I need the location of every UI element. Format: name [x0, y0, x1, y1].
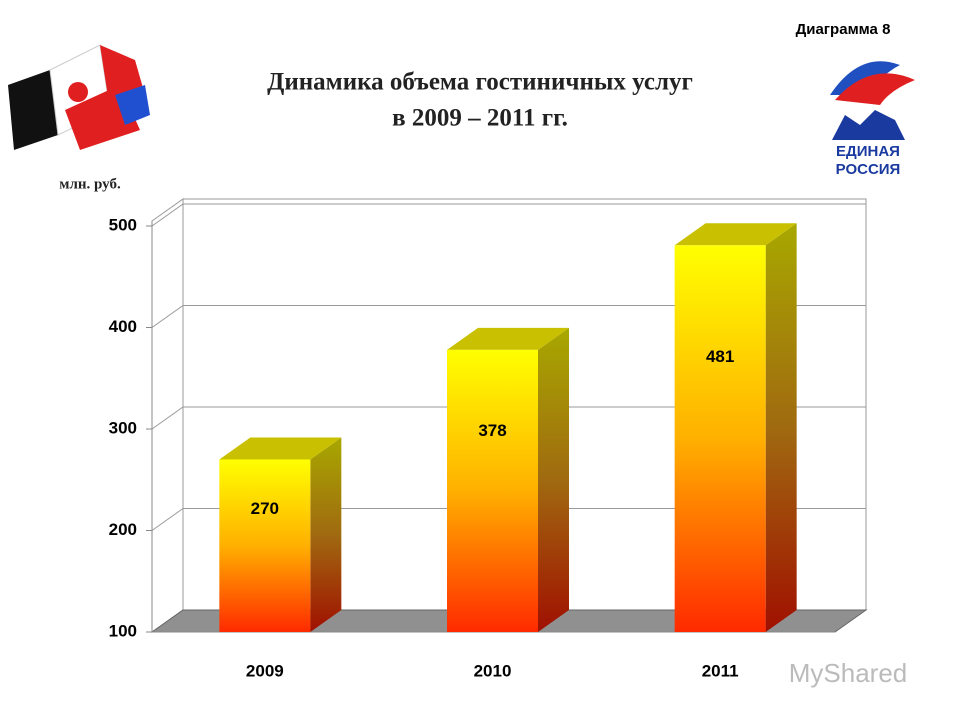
flag-logo	[8, 44, 150, 150]
y-tick-label: 400	[109, 317, 137, 336]
value-label: 378	[478, 421, 506, 440]
tag: Диаграмма 8	[796, 21, 891, 38]
side-wall	[151, 198, 184, 633]
value-label: 481	[706, 347, 734, 366]
bar-top	[219, 437, 342, 460]
y-tick-label: 300	[109, 418, 137, 437]
value-label: 270	[251, 499, 279, 518]
bar	[447, 349, 538, 632]
party-logo: ЕДИНАЯ РОССИЯ	[830, 61, 915, 178]
logo-text: РОССИЯ	[836, 161, 901, 178]
bar-top	[674, 223, 797, 246]
chart-title: Динамика объема гостиничных услуг	[267, 69, 693, 96]
grid-line	[151, 508, 866, 531]
bar-top	[447, 327, 569, 350]
grid-line	[151, 203, 866, 227]
bar-side	[538, 327, 569, 632]
logo-text: ЕДИНАЯ	[836, 143, 900, 160]
bar	[674, 245, 766, 632]
watermark: MyShared	[789, 658, 908, 688]
x-tick-label: 2009	[246, 661, 284, 680]
chart-title: в 2009 – 2011 гг.	[392, 105, 568, 132]
grid-line	[151, 406, 866, 430]
bar-side	[765, 223, 797, 632]
unit-label: млн. руб.	[59, 176, 121, 192]
y-tick-label: 200	[109, 520, 137, 539]
grid-line	[151, 305, 866, 328]
bar	[219, 459, 311, 632]
x-tick-label: 2011	[702, 661, 739, 680]
y-tick-label: 500	[109, 215, 137, 234]
x-tick-label: 2010	[474, 661, 512, 680]
y-tick-label: 100	[109, 621, 137, 640]
bar-side	[310, 437, 342, 632]
